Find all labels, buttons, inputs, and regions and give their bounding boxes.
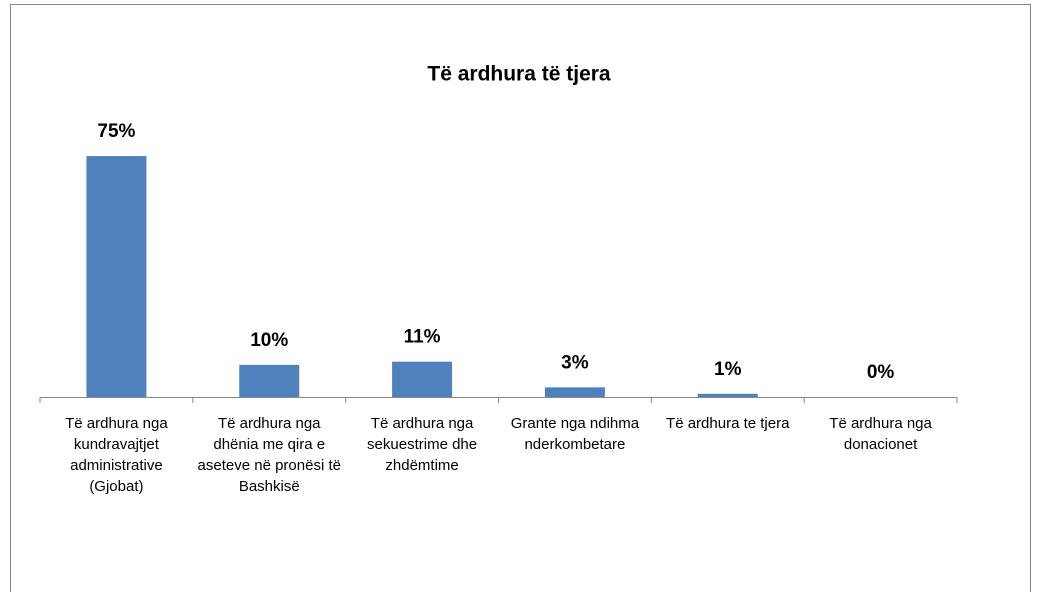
bar bbox=[544, 387, 605, 397]
data-label: 75% bbox=[97, 121, 135, 142]
x-tick-label: Grante nga ndihma nderkombetare bbox=[510, 415, 640, 453]
x-tick-label: Të ardhura te tjera bbox=[666, 415, 790, 432]
data-label: 3% bbox=[561, 352, 589, 373]
data-label: 1% bbox=[714, 359, 742, 380]
x-tick-label: Të ardhura nga kundravajtjet administrat… bbox=[65, 415, 168, 495]
bar bbox=[697, 393, 758, 397]
chart-frame bbox=[10, 4, 1031, 592]
bar bbox=[392, 361, 453, 397]
x-tick-label: Të ardhura nga dhënia me qira e aseteve … bbox=[197, 415, 341, 495]
data-label: 0% bbox=[867, 362, 895, 383]
bar bbox=[239, 364, 300, 397]
data-label: 11% bbox=[404, 327, 441, 348]
chart-title: Të ardhura të tjera bbox=[427, 63, 611, 86]
bar bbox=[86, 156, 147, 397]
x-tick-label: Të ardhura nga donacionet bbox=[829, 415, 932, 453]
x-tick-label: Të ardhura nga sekuestrime dhe zhdëmtime bbox=[367, 415, 478, 474]
data-label: 10% bbox=[250, 330, 288, 351]
